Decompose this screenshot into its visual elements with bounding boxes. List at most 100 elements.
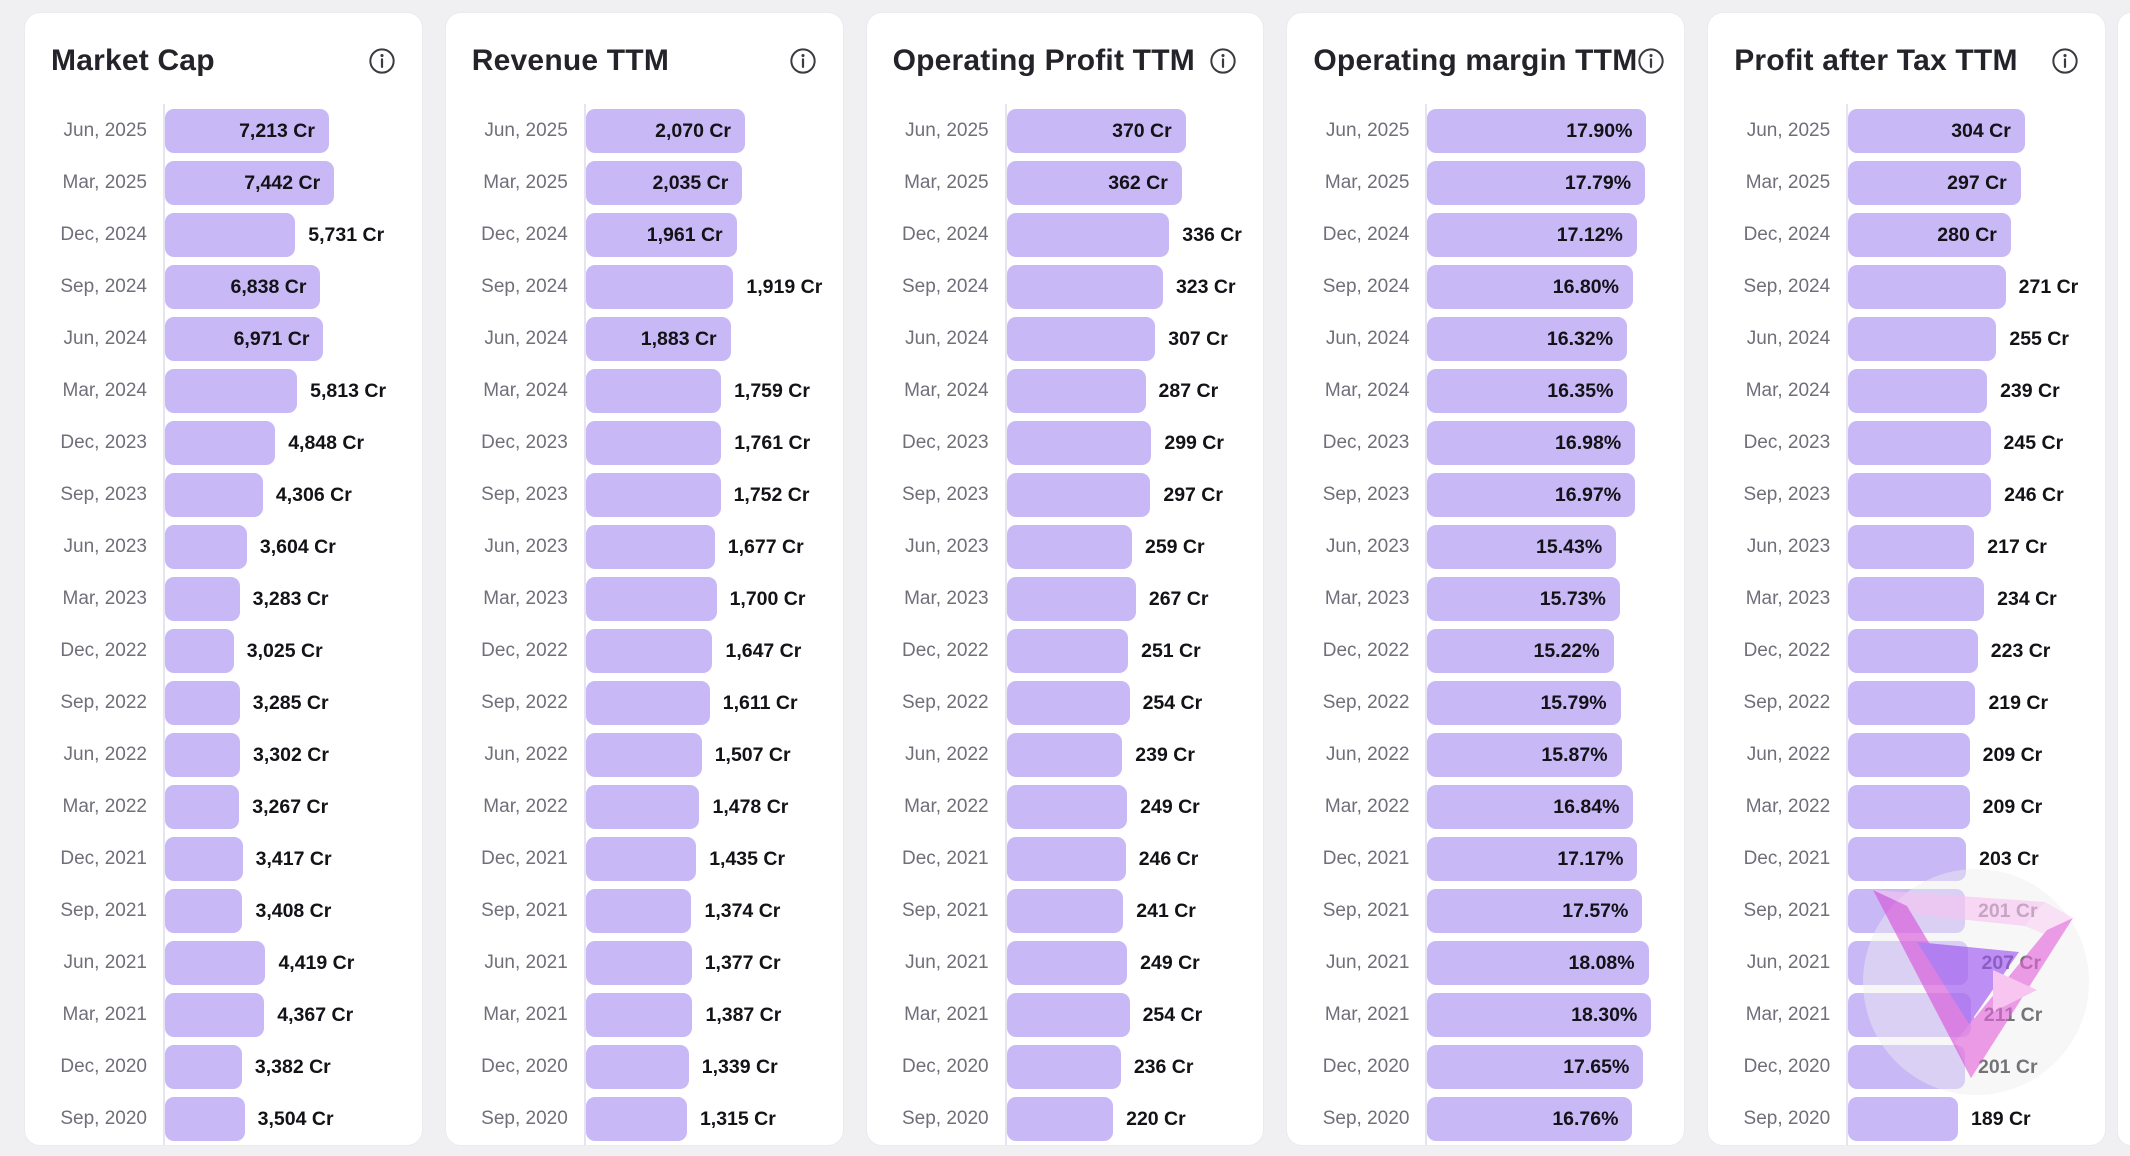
value-bar[interactable]: 17.90% [1427, 109, 1647, 153]
value-bar[interactable] [1006, 889, 1124, 933]
value-bar[interactable]: 17.79% [1427, 161, 1646, 205]
value-bar[interactable] [585, 525, 715, 569]
value-bar[interactable] [165, 473, 263, 517]
info-icon[interactable] [2051, 47, 2079, 75]
value-bar[interactable] [165, 733, 241, 777]
value-bar[interactable] [1006, 473, 1151, 517]
value-bar[interactable]: 6,971 Cr [165, 317, 324, 361]
value-bar[interactable] [165, 577, 240, 621]
value-bar[interactable] [1848, 733, 1970, 777]
value-bar[interactable] [1006, 1045, 1121, 1089]
value-bar[interactable]: 17.65% [1427, 1045, 1644, 1089]
value-bar[interactable] [585, 473, 721, 517]
value-bar[interactable] [1848, 629, 1978, 673]
value-bar[interactable] [1848, 369, 1988, 413]
value-bar[interactable] [165, 421, 276, 465]
value-bar[interactable] [1006, 785, 1128, 829]
value-bar[interactable] [1006, 1097, 1114, 1141]
value-bar[interactable] [1848, 421, 1991, 465]
value-bar[interactable] [1848, 941, 1969, 985]
info-icon[interactable] [789, 47, 817, 75]
value-bar[interactable] [1006, 265, 1163, 309]
value-bar[interactable]: 280 Cr [1848, 213, 2011, 257]
value-bar[interactable] [1848, 681, 1976, 725]
value-bar[interactable]: 17.17% [1427, 837, 1638, 881]
value-bar[interactable]: 17.57% [1427, 889, 1643, 933]
value-bar[interactable]: 370 Cr [1006, 109, 1186, 153]
value-bar[interactable] [1848, 889, 1965, 933]
value-bar[interactable] [585, 785, 700, 829]
value-bar[interactable] [585, 733, 702, 777]
value-bar[interactable] [1848, 473, 1992, 517]
value-bar[interactable] [1848, 317, 1997, 361]
value-bar[interactable] [1848, 265, 2006, 309]
value-bar[interactable]: 2,035 Cr [585, 161, 743, 205]
value-bar[interactable] [165, 785, 240, 829]
value-bar[interactable] [585, 577, 717, 621]
value-bar[interactable]: 16.76% [1427, 1097, 1633, 1141]
value-bar[interactable]: 1,961 Cr [585, 213, 737, 257]
value-bar[interactable] [585, 421, 722, 465]
value-bar[interactable] [165, 369, 298, 413]
value-bar[interactable]: 15.87% [1427, 733, 1622, 777]
value-bar[interactable] [585, 1097, 687, 1141]
value-bar[interactable]: 7,442 Cr [165, 161, 335, 205]
value-bar[interactable] [585, 629, 713, 673]
value-bar[interactable]: 16.98% [1427, 421, 1636, 465]
value-bar[interactable]: 7,213 Cr [165, 109, 329, 153]
value-bar[interactable]: 16.84% [1427, 785, 1634, 829]
value-bar[interactable]: 15.43% [1427, 525, 1617, 569]
value-bar[interactable] [165, 525, 247, 569]
value-bar[interactable] [1006, 733, 1123, 777]
value-bar[interactable] [1006, 421, 1152, 465]
value-bar[interactable] [585, 993, 693, 1037]
value-bar[interactable] [165, 941, 266, 985]
value-bar[interactable] [1848, 525, 1975, 569]
value-bar[interactable] [1848, 837, 1967, 881]
info-icon[interactable] [368, 47, 396, 75]
value-bar[interactable] [585, 681, 710, 725]
value-bar[interactable]: 16.80% [1427, 265, 1633, 309]
value-bar[interactable] [1848, 993, 1971, 1037]
info-icon[interactable] [1637, 47, 1665, 75]
value-bar[interactable] [1006, 837, 1126, 881]
value-bar[interactable] [585, 265, 734, 309]
value-bar[interactable]: 16.32% [1427, 317, 1628, 361]
value-bar[interactable] [1006, 317, 1156, 361]
value-bar[interactable]: 6,838 Cr [165, 265, 321, 309]
value-bar[interactable]: 18.08% [1427, 941, 1649, 985]
value-bar[interactable] [165, 837, 243, 881]
value-bar[interactable] [585, 1045, 689, 1089]
value-bar[interactable]: 304 Cr [1848, 109, 2025, 153]
value-bar[interactable]: 2,070 Cr [585, 109, 746, 153]
value-bar[interactable] [585, 369, 722, 413]
value-bar[interactable] [585, 837, 697, 881]
value-bar[interactable] [1006, 369, 1146, 413]
value-bar[interactable] [1006, 213, 1170, 257]
value-bar[interactable] [165, 993, 265, 1037]
value-bar[interactable] [165, 629, 234, 673]
value-bar[interactable] [165, 681, 240, 725]
value-bar[interactable] [1848, 1097, 1958, 1141]
value-bar[interactable]: 15.79% [1427, 681, 1621, 725]
value-bar[interactable] [585, 941, 692, 985]
value-bar[interactable]: 15.22% [1427, 629, 1614, 673]
value-bar[interactable] [1848, 785, 1970, 829]
value-bar[interactable] [1848, 577, 1985, 621]
value-bar[interactable] [165, 1097, 245, 1141]
value-bar[interactable]: 17.12% [1427, 213, 1637, 257]
value-bar[interactable]: 15.73% [1427, 577, 1620, 621]
value-bar[interactable]: 362 Cr [1006, 161, 1182, 205]
value-bar[interactable]: 16.35% [1427, 369, 1628, 413]
value-bar[interactable] [1848, 1045, 1965, 1089]
value-bar[interactable] [1006, 941, 1128, 985]
value-bar[interactable] [1006, 525, 1132, 569]
value-bar[interactable] [1006, 629, 1129, 673]
value-bar[interactable] [165, 889, 243, 933]
value-bar[interactable]: 297 Cr [1848, 161, 2021, 205]
value-bar[interactable] [1006, 993, 1130, 1037]
value-bar[interactable]: 18.30% [1427, 993, 1652, 1037]
value-bar[interactable] [585, 889, 692, 933]
value-bar[interactable] [1006, 577, 1136, 621]
value-bar[interactable]: 1,883 Cr [585, 317, 731, 361]
